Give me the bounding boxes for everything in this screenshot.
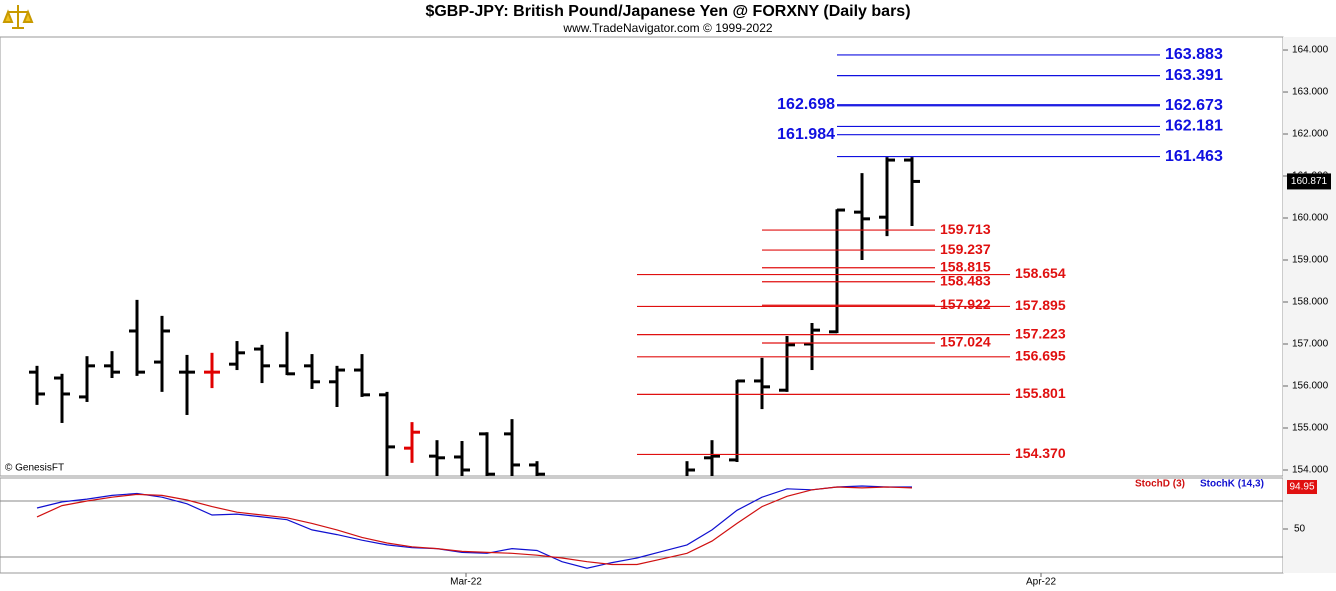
y-tick-label: 158.000 <box>1292 297 1329 308</box>
level-label: 155.801 <box>1015 385 1066 401</box>
x-tick-label: Mar-22 <box>450 577 482 588</box>
level-label: 154.370 <box>1015 445 1066 461</box>
level-label: 157.895 <box>1015 297 1066 313</box>
y-tick-label: 155.000 <box>1292 423 1329 434</box>
x-tick-label: Apr-22 <box>1026 577 1056 588</box>
last-value-label: 94.95 <box>1289 482 1314 493</box>
y-tick-label: 157.000 <box>1292 339 1329 350</box>
level-label: 159.237 <box>940 241 991 257</box>
y-tick-label: 164.000 <box>1292 45 1329 56</box>
chart-title: $GBP-JPY: British Pound/Japanese Yen @ F… <box>425 3 910 20</box>
legend-entry: StochK (14,3) <box>1200 479 1264 490</box>
copyright-note: © GenesisFT <box>5 463 64 474</box>
level-label: 158.654 <box>1015 265 1066 281</box>
price-panel <box>0 36 1284 477</box>
y-tick-label: 154.000 <box>1292 465 1329 476</box>
level-label: 157.024 <box>940 334 991 350</box>
level-label: 161.463 <box>1165 148 1223 165</box>
level-label: 162.181 <box>1165 118 1223 135</box>
stoch-line <box>36 486 913 566</box>
stoch-panel <box>0 477 1284 574</box>
legend-entry: StochD (3) <box>1135 479 1185 490</box>
level-label: 158.815 <box>940 258 991 274</box>
level-label: 156.695 <box>1015 348 1066 364</box>
level-label: 162.698 <box>777 96 835 113</box>
level-label: 157.223 <box>1015 325 1066 341</box>
y-tick-label: 159.000 <box>1292 255 1329 266</box>
chart-subtitle: www.TradeNavigator.com © 1999-2022 <box>562 21 772 35</box>
level-label: 161.984 <box>777 126 835 143</box>
y-tick-label: 163.000 <box>1292 87 1329 98</box>
logo <box>2 3 34 31</box>
level-label: 163.883 <box>1165 46 1223 63</box>
last-price-box <box>1287 173 1331 190</box>
stoch-line <box>36 485 912 569</box>
level-label: 158.483 <box>940 272 991 288</box>
y-tick-label: 160.000 <box>1292 213 1329 224</box>
y-tick-label: 156.000 <box>1292 381 1329 392</box>
last-price-label: 160.871 <box>1291 176 1328 187</box>
last-value-box <box>1287 480 1317 495</box>
level-label: 157.922 <box>940 296 991 312</box>
level-label: 163.391 <box>1165 67 1223 84</box>
level-label: 162.673 <box>1165 97 1223 114</box>
y-tick-label: 50 <box>1294 524 1306 535</box>
level-label: 159.713 <box>940 221 991 237</box>
y-tick-label: 162.000 <box>1292 129 1329 140</box>
